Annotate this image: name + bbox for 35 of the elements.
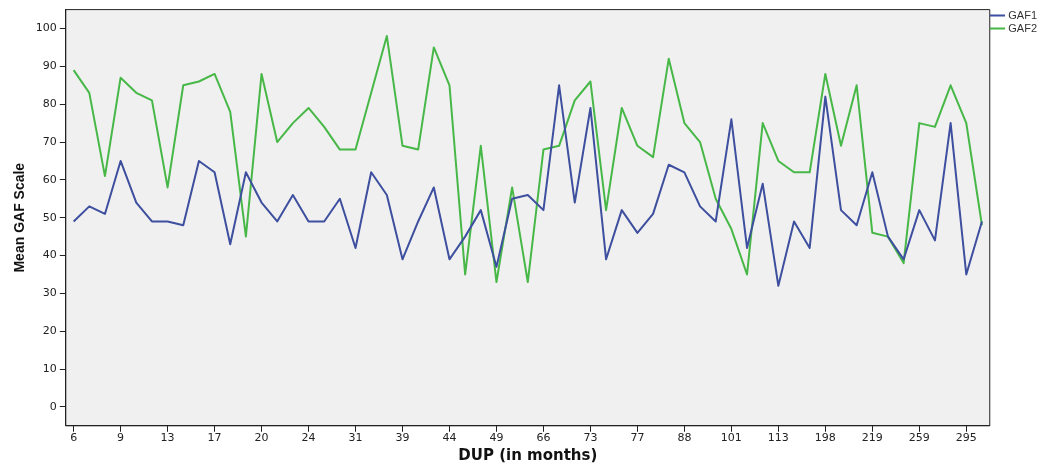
x-tick-label: 31 <box>348 431 363 445</box>
y-tick-label: 90 <box>42 59 57 73</box>
y-tick-label: 70 <box>42 134 57 148</box>
y-tick-label: 50 <box>42 210 57 224</box>
x-tick-label: 219 <box>861 431 883 445</box>
x-tick-label: 6 <box>70 431 78 445</box>
x-tick-label: 295 <box>955 431 977 445</box>
x-tick-label: 44 <box>442 431 457 445</box>
x-tick-label: 9 <box>117 431 125 445</box>
y-tick-label: 10 <box>42 361 57 375</box>
x-tick-label: 20 <box>254 431 269 445</box>
y-tick-label: 0 <box>49 399 57 413</box>
y-tick-label: 40 <box>42 248 57 262</box>
y-tick-label: 60 <box>42 172 57 186</box>
legend-label: GAF2 <box>1008 21 1037 34</box>
x-tick-label: 73 <box>583 431 598 445</box>
x-tick-label: 13 <box>160 431 175 445</box>
x-tick-label: 113 <box>767 431 789 445</box>
x-tick-label: 198 <box>814 431 836 445</box>
x-tick-label: 66 <box>536 431 551 445</box>
y-tick-label: 30 <box>42 286 57 300</box>
x-tick-label: 49 <box>489 431 504 445</box>
x-tick-label: 88 <box>677 431 692 445</box>
x-tick-label: 259 <box>908 431 930 445</box>
legend-label: GAF1 <box>1008 8 1037 21</box>
x-tick-label: 39 <box>395 431 410 445</box>
x-tick-label: 77 <box>630 431 645 445</box>
y-tick-label: 100 <box>35 21 57 35</box>
x-tick-label: 24 <box>301 431 316 445</box>
x-tick-label: 101 <box>720 431 742 445</box>
y-axis-title: Mean GAF Scale <box>11 162 28 273</box>
x-tick-label: 17 <box>207 431 222 445</box>
y-tick-label: 80 <box>42 97 57 111</box>
x-axis-title: DUP (in months) <box>458 445 598 464</box>
y-tick-label: 20 <box>42 324 57 338</box>
